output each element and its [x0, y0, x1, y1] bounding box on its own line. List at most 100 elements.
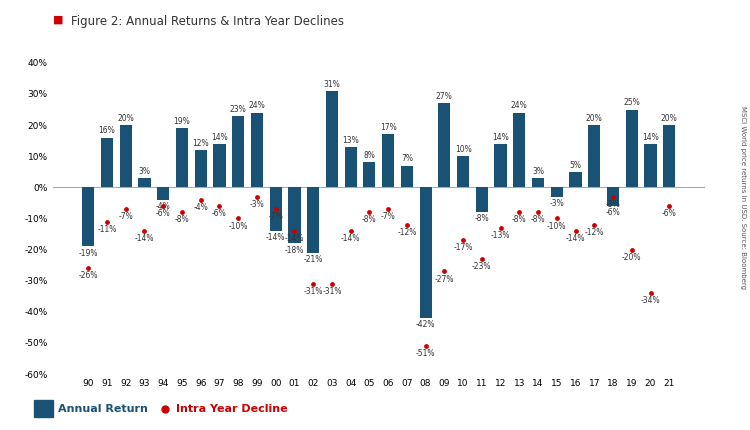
Bar [213, 144, 226, 187]
Point [82, 265, 94, 272]
Text: -8%: -8% [531, 215, 545, 224]
Bar [176, 128, 188, 187]
Bar [288, 187, 301, 243]
Text: -4%: -4% [194, 203, 208, 212]
Text: -7%: -7% [381, 212, 395, 221]
Text: Intra Year Decline: Intra Year Decline [176, 403, 288, 414]
Text: -31%: -31% [304, 287, 323, 296]
Bar [307, 187, 320, 253]
Text: 24%: 24% [248, 101, 266, 111]
Text: -26%: -26% [79, 271, 98, 280]
Bar [419, 187, 432, 318]
Bar [269, 187, 282, 231]
Text: 31%: 31% [323, 80, 340, 89]
Point [569, 227, 581, 234]
Text: 27%: 27% [436, 92, 453, 101]
Text: -17%: -17% [453, 243, 472, 252]
Text: -6%: -6% [156, 209, 170, 218]
Point [550, 215, 562, 222]
Text: 14%: 14% [211, 132, 228, 141]
Point [588, 221, 600, 228]
Point [382, 206, 394, 212]
Point [345, 227, 357, 234]
Point [513, 209, 525, 216]
Text: 25%: 25% [623, 98, 640, 108]
Bar [382, 135, 394, 187]
Point [232, 215, 244, 222]
Bar [607, 187, 619, 206]
Text: 14%: 14% [642, 132, 659, 141]
Text: 3%: 3% [139, 167, 151, 176]
Bar [550, 187, 563, 197]
Text: 23%: 23% [230, 104, 247, 114]
Point [326, 280, 338, 287]
Text: -12%: -12% [398, 228, 416, 237]
Text: 19%: 19% [173, 117, 190, 126]
Bar [663, 125, 675, 187]
Point [195, 197, 207, 203]
Point [419, 343, 431, 350]
Text: -11%: -11% [98, 225, 117, 234]
Point [214, 203, 226, 209]
Point [607, 193, 619, 200]
Point [101, 218, 113, 225]
Text: 7%: 7% [400, 154, 412, 163]
Text: -8%: -8% [175, 215, 189, 224]
Point [494, 224, 506, 231]
Point [476, 255, 488, 262]
Text: -6%: -6% [606, 208, 620, 217]
Point [663, 203, 675, 209]
Text: -3%: -3% [606, 200, 620, 209]
Text: 20%: 20% [661, 114, 677, 123]
Text: -6%: -6% [662, 209, 676, 218]
Bar [476, 187, 488, 212]
Text: 20%: 20% [586, 114, 603, 123]
Bar [194, 150, 207, 187]
Bar [363, 163, 376, 187]
Point [120, 206, 132, 212]
Text: 20%: 20% [117, 114, 134, 123]
Text: -51%: -51% [416, 349, 435, 358]
Text: -14%: -14% [285, 234, 304, 243]
Text: -31%: -31% [322, 287, 342, 296]
Text: Annual Return: Annual Return [58, 403, 148, 414]
Bar [34, 400, 53, 417]
Text: -10%: -10% [547, 221, 566, 230]
Bar [232, 116, 244, 187]
Text: -6%: -6% [212, 209, 226, 218]
Text: -19%: -19% [79, 249, 98, 258]
Point [158, 203, 170, 209]
Text: -27%: -27% [434, 274, 454, 283]
Text: 24%: 24% [511, 101, 528, 111]
Point [251, 193, 263, 200]
Text: Figure 2: Annual Returns & Intra Year Declines: Figure 2: Annual Returns & Intra Year De… [71, 15, 344, 28]
Text: -10%: -10% [229, 221, 248, 230]
Bar [532, 178, 544, 187]
Point [289, 227, 301, 234]
Text: -7%: -7% [118, 212, 133, 221]
Bar [457, 156, 470, 187]
Bar [626, 110, 638, 187]
Bar [251, 113, 263, 187]
Text: -8%: -8% [475, 215, 489, 224]
Bar [400, 166, 413, 187]
Point [626, 246, 638, 253]
Bar [438, 103, 451, 187]
Text: -34%: -34% [640, 296, 660, 305]
Text: 16%: 16% [98, 126, 116, 135]
Text: -13%: -13% [490, 231, 510, 240]
Text: -18%: -18% [285, 246, 304, 255]
Text: -3%: -3% [250, 200, 264, 209]
Text: -8%: -8% [362, 215, 376, 224]
Text: 13%: 13% [342, 136, 359, 145]
Text: 14%: 14% [492, 132, 509, 141]
Bar [120, 125, 132, 187]
Point [270, 206, 282, 212]
Text: -8%: -8% [512, 215, 526, 224]
Bar [82, 187, 94, 246]
Text: MSCI World price returns in USD. Source: Bloomberg: MSCI World price returns in USD. Source:… [740, 106, 746, 289]
Point [532, 209, 544, 216]
Point [139, 227, 151, 234]
Point [457, 237, 469, 244]
Point [308, 280, 320, 287]
